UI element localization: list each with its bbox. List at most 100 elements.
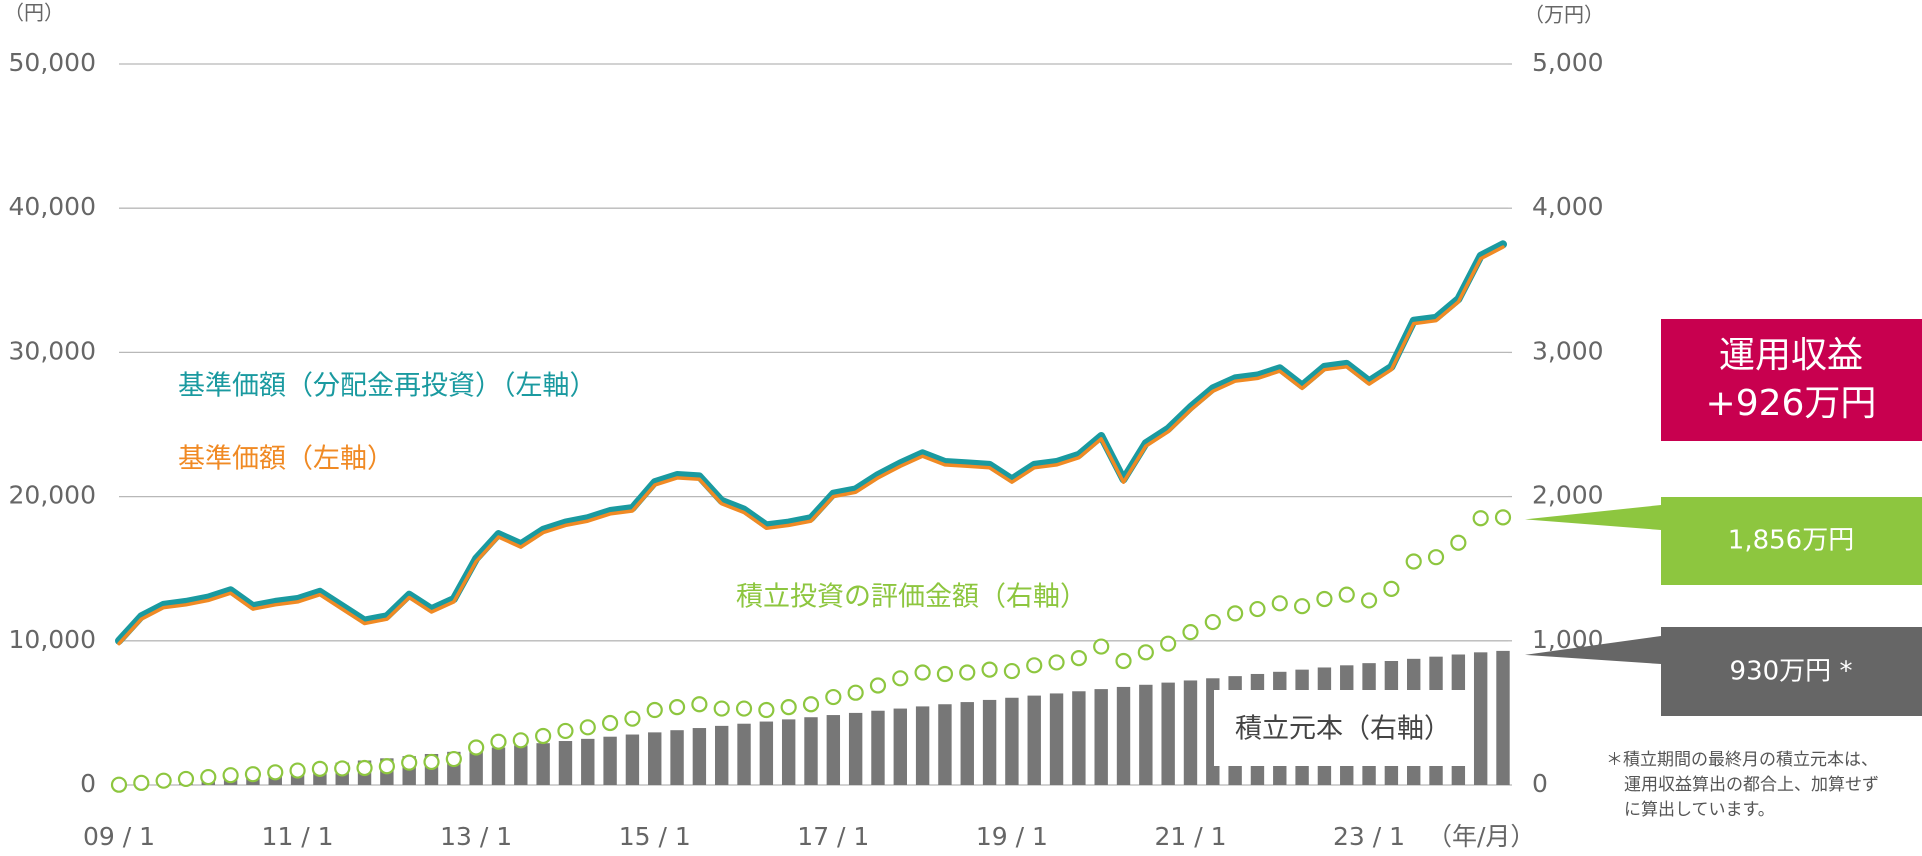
marker	[981, 661, 998, 678]
bar	[737, 723, 751, 785]
marker	[758, 701, 775, 719]
marker	[713, 700, 730, 717]
marker	[624, 710, 641, 727]
bar	[982, 699, 997, 785]
marker	[1450, 534, 1467, 551]
bar	[781, 719, 796, 785]
series-label: 基準価額（分配金再投資）（左軸）	[178, 371, 597, 402]
bar	[804, 717, 818, 785]
marker	[735, 700, 753, 717]
marker	[1494, 509, 1512, 526]
marker	[200, 768, 217, 786]
marker	[1405, 553, 1422, 570]
marker	[601, 714, 619, 732]
line	[117, 245, 1505, 646]
evaluation-value: 1,856万円	[1728, 526, 1854, 556]
marker	[691, 696, 708, 713]
bar	[1005, 697, 1019, 785]
series-label: 積立元本（右軸）	[1235, 714, 1451, 745]
principal-value: 930万円 *	[1730, 657, 1853, 687]
bar	[1072, 691, 1086, 785]
bar	[915, 706, 930, 785]
y-tick-label: 50,000	[9, 48, 96, 77]
y2-tick-label: 0	[1532, 769, 1548, 798]
bar	[1139, 684, 1153, 785]
bar	[1094, 689, 1108, 785]
bar	[558, 741, 573, 785]
marker	[1026, 657, 1043, 674]
bar	[893, 708, 907, 785]
x-tick-label: 17 / 1	[797, 822, 869, 851]
marker	[535, 727, 552, 745]
marker	[490, 733, 507, 750]
marker	[334, 760, 351, 777]
marker	[401, 754, 418, 771]
marker	[1271, 595, 1288, 612]
marker	[267, 764, 284, 781]
bar	[1161, 682, 1175, 785]
bar	[670, 730, 684, 785]
bar	[603, 736, 617, 785]
bar	[1183, 680, 1198, 785]
series-label: 基準価額（左軸）	[178, 444, 394, 475]
marker	[445, 750, 462, 768]
marker	[244, 766, 262, 783]
bar	[1027, 695, 1041, 785]
y2-unit: （万円）	[1524, 3, 1604, 27]
label-box	[1214, 690, 1471, 766]
y2-tick-label: 2,000	[1532, 481, 1604, 510]
marker	[378, 758, 395, 775]
y-unit: （円）	[4, 1, 64, 25]
marker	[1293, 598, 1311, 615]
marker	[1249, 600, 1266, 618]
bar	[871, 710, 885, 785]
bar	[625, 734, 640, 785]
bar	[1116, 686, 1131, 785]
bar	[469, 749, 483, 785]
marker	[1070, 650, 1087, 667]
principal-box	[1661, 627, 1922, 716]
evaluation-box	[1661, 497, 1922, 585]
marker	[1137, 644, 1154, 661]
x-tick-label: 11 / 1	[262, 822, 334, 851]
x-tick-label: 15 / 1	[619, 822, 691, 851]
profit-value: +926万円	[1706, 383, 1877, 424]
bar	[536, 743, 550, 785]
pointer	[1525, 505, 1661, 530]
marker	[155, 772, 172, 789]
line	[115, 240, 1507, 645]
x-tick-label: 09 / 1	[83, 822, 155, 851]
marker	[825, 688, 842, 706]
marker	[177, 770, 195, 788]
marker	[311, 760, 329, 777]
marker	[1160, 635, 1177, 652]
bar	[715, 725, 729, 785]
bar	[648, 732, 662, 785]
y-tick-label: 20,000	[9, 481, 96, 510]
marker	[557, 722, 574, 740]
marker	[222, 767, 239, 784]
marker	[1472, 510, 1489, 527]
y-tick-label: 0	[80, 769, 96, 798]
y-tick-label: 30,000	[9, 336, 96, 365]
marker	[1115, 652, 1132, 670]
marker	[1003, 662, 1021, 680]
series-label: 積立投資の評価金額（右軸）	[736, 582, 1087, 613]
marker	[668, 699, 686, 716]
marker	[1338, 586, 1355, 603]
bar	[1473, 652, 1488, 785]
x-tick-label: 21 / 1	[1154, 822, 1226, 851]
bar	[938, 704, 952, 785]
footnote: 運用収益算出の都合上、加算せず	[1624, 775, 1879, 795]
bar	[692, 728, 707, 785]
bar	[581, 738, 595, 785]
marker	[1427, 549, 1445, 566]
x-tick-label: 23 / 1	[1333, 822, 1405, 851]
y2-tick-label: 3,000	[1532, 336, 1604, 365]
x-tick-label: 19 / 1	[976, 822, 1048, 851]
footnote: に算出しています。	[1624, 800, 1775, 820]
marker	[133, 774, 150, 791]
